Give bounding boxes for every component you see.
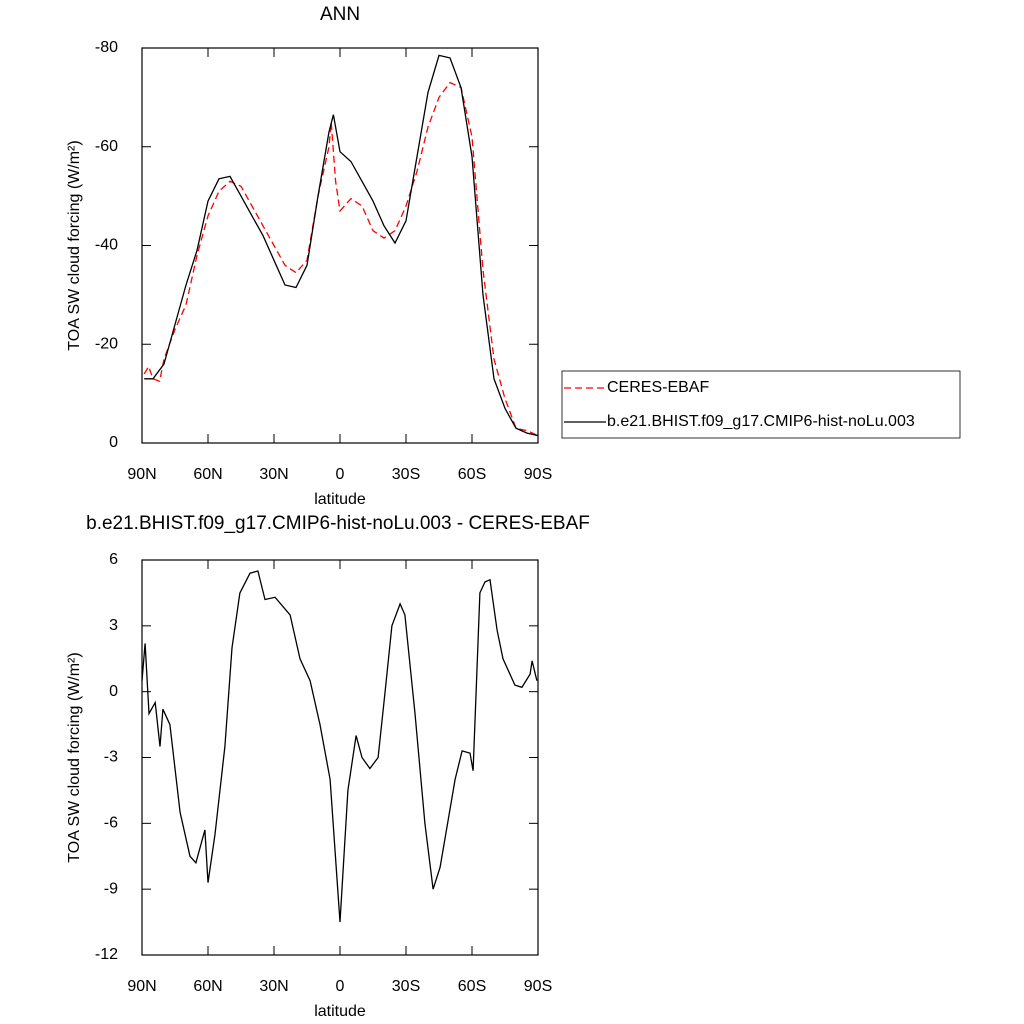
x-tick-label: 90N <box>127 978 156 995</box>
data-line <box>143 81 539 437</box>
x-tick-label: 30N <box>259 978 288 995</box>
y-tick-label: -60 <box>95 138 118 155</box>
legend-label: CERES-EBAF <box>607 379 709 396</box>
x-axis-label: latitude <box>314 491 366 508</box>
legend-label: b.e21.BHIST.f09_g17.CMIP6-hist-noLu.003 <box>607 413 915 430</box>
x-tick-label: 90S <box>524 466 552 483</box>
y-tick-label: -9 <box>104 880 118 897</box>
x-tick-label: 60N <box>193 978 222 995</box>
data-line <box>144 54 539 437</box>
x-tick-label: 60S <box>458 466 486 483</box>
y-tick-label: -6 <box>104 815 118 832</box>
x-tick-label: 30S <box>392 978 420 995</box>
y-tick-label: -20 <box>95 335 118 352</box>
legend-box <box>561 370 961 439</box>
x-tick-label: 30S <box>392 466 420 483</box>
data-line <box>141 570 538 923</box>
x-tick-label: 60N <box>193 466 222 483</box>
x-tick-label: 0 <box>336 466 345 483</box>
x-tick-label: 0 <box>336 978 345 995</box>
y-tick-label: -40 <box>95 237 118 254</box>
chart-title: b.e21.BHIST.f09_g17.CMIP6-hist-noLu.003 … <box>86 513 590 534</box>
y-axis-label: TOA SW cloud forcing (W/m²) <box>66 140 83 350</box>
y-tick-label: 6 <box>109 551 118 568</box>
y-tick-label: 0 <box>109 683 118 700</box>
legend: CERES-EBAF b.e21.BHIST.f09_g17.CMIP6-hist… <box>561 370 961 439</box>
y-tick-label: -3 <box>104 749 118 766</box>
y-tick-label: -80 <box>95 39 118 56</box>
x-axis-label: latitude <box>314 1003 366 1020</box>
y-axis-label: TOA SW cloud forcing (W/m²) <box>66 652 83 862</box>
y-tick-label: -12 <box>95 946 118 963</box>
chart-title: ANN <box>320 4 360 25</box>
y-tick-label: 3 <box>109 617 118 634</box>
x-tick-label: 90S <box>524 978 552 995</box>
x-tick-label: 30N <box>259 466 288 483</box>
y-tick-label: 0 <box>109 434 118 451</box>
x-tick-label: 90N <box>127 466 156 483</box>
x-tick-label: 60S <box>458 978 486 995</box>
